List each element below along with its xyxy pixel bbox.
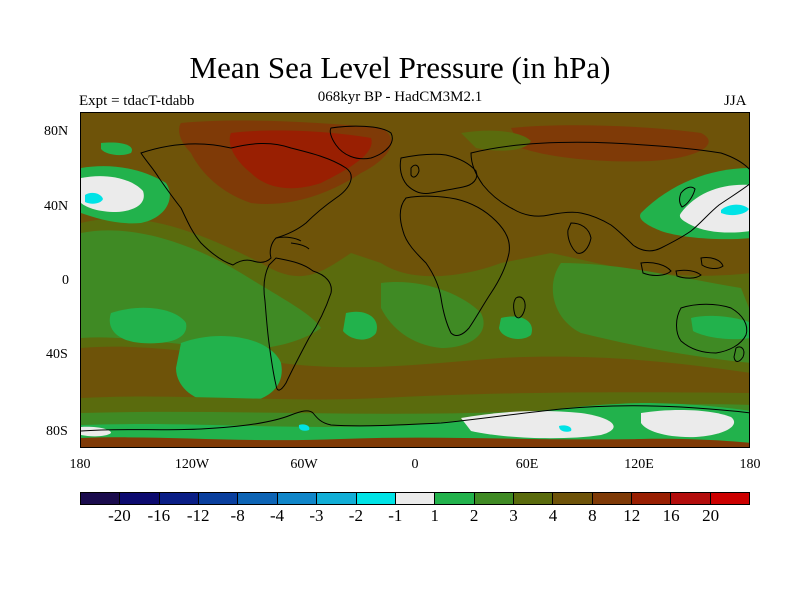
contour-minus1-1-antarctic [461, 410, 614, 439]
colorbar-label: -12 [186, 506, 210, 525]
contour-2-3-southatlantic [381, 282, 484, 348]
colorbar-swatch [710, 493, 750, 504]
colorbar-label: -2 [348, 506, 363, 525]
colorbar-label: -4 [269, 506, 285, 525]
coast-africa [399, 195, 510, 336]
colorbar-swatch [671, 493, 711, 504]
colorbar-swatch [159, 493, 200, 504]
season-label: JJA [724, 93, 747, 109]
coast-asia [470, 141, 749, 252]
pressure-map [80, 112, 750, 448]
colorbar-label: 2 [469, 506, 479, 525]
contour-minus1-1-ross [81, 426, 111, 437]
contour-minus2-antarctic [559, 425, 572, 432]
colorbar-swatch [199, 493, 239, 504]
colorbar-swatch [120, 493, 160, 504]
coast-antarctica [81, 405, 749, 432]
contour-1-2-spacific [109, 307, 187, 344]
colorbar-label: 16 [662, 506, 680, 525]
colorbar-label: 4 [548, 506, 558, 525]
colorbar-swatch [238, 493, 278, 504]
coast-australia [676, 303, 748, 354]
colorbar-swatch [592, 493, 633, 504]
colorbar-label: 12 [623, 506, 641, 525]
coast-indonesia [640, 257, 724, 279]
contour-2-3-indian [552, 263, 749, 363]
lat-label-40n: 40N [44, 199, 69, 214]
chart-title: Mean Sea Level Pressure (in hPa) [189, 50, 611, 85]
lat-label-80n: 80N [44, 124, 69, 139]
colorbar-swatch [356, 493, 396, 504]
coast-greenland [329, 125, 393, 160]
coast-south-america [263, 257, 332, 391]
lon-label-60e: 60E [515, 457, 539, 472]
lon-label-60w: 60W [290, 457, 318, 472]
coast-uk [410, 164, 420, 178]
colorbar-label: 1 [430, 506, 439, 525]
contour-8-12-antarctic-interior [81, 437, 749, 447]
colorbar-label: -3 [309, 506, 324, 525]
coast-japan [679, 186, 696, 208]
colorbar-swatch [553, 493, 593, 504]
lon-label-180e: 180 [739, 457, 761, 472]
colorbar-swatch [317, 493, 357, 504]
coast-india [567, 222, 592, 254]
contour-1-2-sindian [499, 316, 532, 339]
contour-1-2-austral [691, 315, 749, 340]
contour-minus1-1-antarctic-east [641, 409, 735, 438]
colorbar-swatch [474, 493, 514, 504]
contour-minus2-npacific-west [85, 192, 103, 204]
coast-madagascar [513, 296, 526, 319]
coast-europe [399, 153, 478, 194]
experiment-label: Expt = tdacT-tdabb [79, 93, 195, 109]
coastlines [81, 125, 749, 432]
lon-label-120w: 120W [174, 457, 210, 472]
coast-caribbean [275, 236, 310, 250]
contour-minus2-npacific-east [721, 204, 749, 216]
colorbar-label: 3 [509, 506, 518, 525]
colorbar [80, 492, 750, 505]
contour-1-2-sepacific [176, 335, 282, 405]
colorbar-swatch [81, 493, 121, 504]
colorbar-label: -20 [108, 506, 131, 525]
lon-label-120e: 120E [624, 457, 654, 472]
coast-north-america [140, 143, 352, 266]
lat-label-0: 0 [62, 273, 69, 288]
lon-label-0: 0 [411, 457, 419, 472]
colorbar-label: -8 [230, 506, 245, 525]
contour-1-2-arctic-west [101, 142, 132, 156]
colorbar-label: -1 [388, 506, 403, 525]
colorbar-swatch [277, 493, 318, 504]
colorbar-swatch [435, 493, 475, 504]
lat-label-40s: 40S [46, 347, 68, 362]
colorbar-swatch [395, 493, 436, 504]
colorbar-label: 8 [588, 506, 597, 525]
contour-1-2-satlantic [343, 311, 377, 340]
contour-minus2-weddell [298, 424, 310, 431]
coast-new-zealand [733, 346, 745, 362]
colorbar-label: 20 [702, 506, 720, 525]
colorbar-swatch [513, 493, 554, 504]
chart-subtitle: 068kyr BP - HadCM3M2.1 [317, 89, 483, 105]
lat-label-80s: 80S [46, 424, 68, 439]
colorbar-swatch [632, 493, 672, 504]
map-field [81, 113, 749, 447]
colorbar-label: -16 [147, 506, 171, 525]
lon-label-180w: 180 [69, 457, 91, 472]
